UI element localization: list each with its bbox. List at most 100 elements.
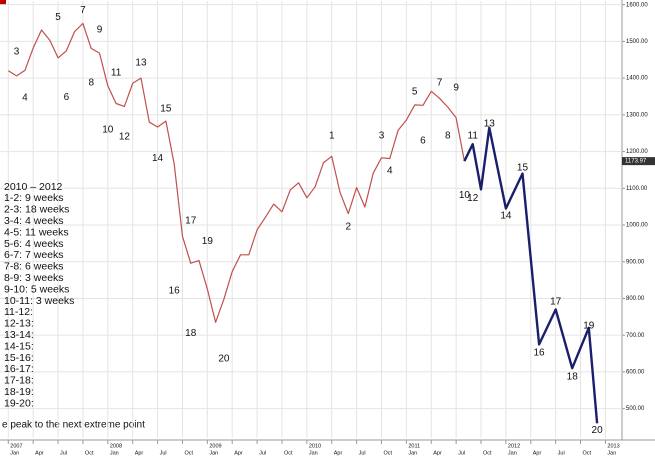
wave-label: 9	[97, 25, 103, 36]
x-tick-label: Jul	[160, 450, 167, 456]
wave-label: 17	[550, 296, 562, 307]
note-line: 10-11: 3 weeks	[4, 295, 74, 307]
wave-label: 15	[517, 162, 529, 173]
x-tick-label: Apr	[433, 450, 442, 456]
footnote: e peak to the next extreme point	[2, 420, 145, 431]
x-tick-label: Apr	[35, 450, 44, 456]
wave-label: 2	[346, 221, 352, 232]
wave-label: 12	[119, 132, 131, 143]
wave-label: 16	[169, 286, 181, 297]
wave-label: 14	[500, 210, 512, 221]
wave-label: 8	[445, 130, 451, 141]
price-tag: 1173.97	[625, 159, 647, 165]
x-tick-label: Jul	[458, 450, 465, 456]
note-line: 4-5: 11 weeks	[4, 226, 69, 238]
wave-label: 6	[64, 92, 70, 103]
wave-label: 7	[437, 78, 443, 89]
note-line: 2-3: 18 weeks	[4, 204, 69, 216]
note-line: 8-9: 3 weeks	[4, 272, 64, 284]
wave-label: 9	[453, 82, 459, 93]
x-tick-label: Jan	[408, 450, 417, 456]
y-tick-label: 700.00	[626, 333, 645, 339]
wave-label: 13	[135, 58, 147, 69]
y-tick-label: 900.00	[626, 259, 645, 265]
corner-marker	[0, 0, 6, 5]
projection-line	[463, 126, 599, 424]
note-line: 17-18:	[4, 375, 34, 387]
y-tick-label: 1400.00	[626, 76, 648, 82]
wave-label: 4	[387, 166, 393, 177]
note-line: 3-4: 4 weeks	[4, 215, 64, 227]
x-tick-label: Apr	[334, 450, 343, 456]
x-tick-label: Jan	[508, 450, 517, 456]
price-tag-box	[622, 157, 655, 166]
year-label: 2009	[209, 443, 221, 449]
y-tick-label: 1600.00	[626, 2, 648, 8]
y-tick-label: 1200.00	[626, 149, 648, 155]
wave-label: 13	[484, 118, 496, 129]
note-line: 6-7: 7 weeks	[4, 249, 64, 261]
x-tick-label: Oct	[184, 450, 193, 456]
year-label: 2010	[309, 443, 321, 449]
note-line: 1-2: 9 weeks	[4, 192, 64, 204]
x-tick-label: Jul	[259, 450, 266, 456]
x-tick-label: Jan	[607, 450, 616, 456]
note-line: 11-12:	[4, 306, 33, 318]
note-line: 13-14:	[4, 329, 34, 341]
wave-label: 10	[459, 190, 471, 201]
wave-label: 19	[583, 321, 595, 332]
x-tick-label: Jan	[110, 450, 119, 456]
x-tick-label: Jan	[209, 450, 218, 456]
note-line: 5-6: 4 weeks	[4, 238, 64, 250]
y-tick-label: 1000.00	[626, 223, 648, 229]
wave-label: 1	[329, 130, 335, 141]
note-line: 16-17:	[4, 363, 34, 375]
x-tick-label: Oct	[583, 450, 592, 456]
x-tick-label: Oct	[85, 450, 94, 456]
note-line: 7-8: 6 weeks	[4, 261, 64, 273]
wave-label: 3	[379, 130, 385, 141]
note-line: 15-16:	[4, 352, 34, 364]
x-tick-label: Jan	[309, 450, 318, 456]
y-tick-label: 1500.00	[626, 39, 648, 45]
wave-label: 19	[202, 236, 214, 247]
x-tick-label: Apr	[533, 450, 542, 456]
y-tick-label: 1100.00	[626, 186, 648, 192]
note-line: 19-20:	[4, 397, 34, 409]
x-tick-label: Apr	[234, 450, 243, 456]
wave-label: 11	[468, 130, 479, 141]
wave-label: 16	[534, 347, 546, 358]
wave-label: 20	[218, 354, 230, 365]
y-tick-label: 1300.00	[626, 112, 648, 118]
note-line: 14-15:	[4, 340, 34, 352]
x-tick-label: Jul	[558, 450, 565, 456]
wave-label: 4	[22, 93, 28, 104]
x-tick-label: Jan	[10, 450, 19, 456]
note-line: 12-13:	[4, 318, 34, 330]
wave-label: 18	[185, 328, 197, 339]
wave-label: 6	[420, 136, 426, 147]
price-line	[7, 22, 465, 323]
y-tick-label: 600.00	[626, 369, 645, 375]
wave-label: 7	[80, 5, 86, 16]
note-line: 9-10: 5 weeks	[4, 283, 69, 295]
y-tick-label: 500.00	[626, 406, 645, 412]
wave-label: 17	[185, 216, 197, 227]
x-tick-label: Oct	[284, 450, 293, 456]
year-label: 2013	[607, 443, 619, 449]
wave-label: 5	[55, 12, 61, 23]
year-label: 2007	[10, 443, 22, 449]
x-tick-label: Jul	[60, 450, 67, 456]
wave-label: 11	[111, 68, 122, 79]
wave-label: 12	[467, 193, 479, 204]
year-label: 2012	[508, 443, 520, 449]
x-tick-label: Oct	[483, 450, 492, 456]
year-label: 2011	[408, 443, 420, 449]
wave-label: 8	[88, 78, 94, 89]
wave-label: 3	[14, 47, 20, 58]
y-tick-label: 800.00	[626, 296, 645, 302]
wave-label: 10	[102, 125, 114, 136]
year-label: 2008	[110, 443, 122, 449]
